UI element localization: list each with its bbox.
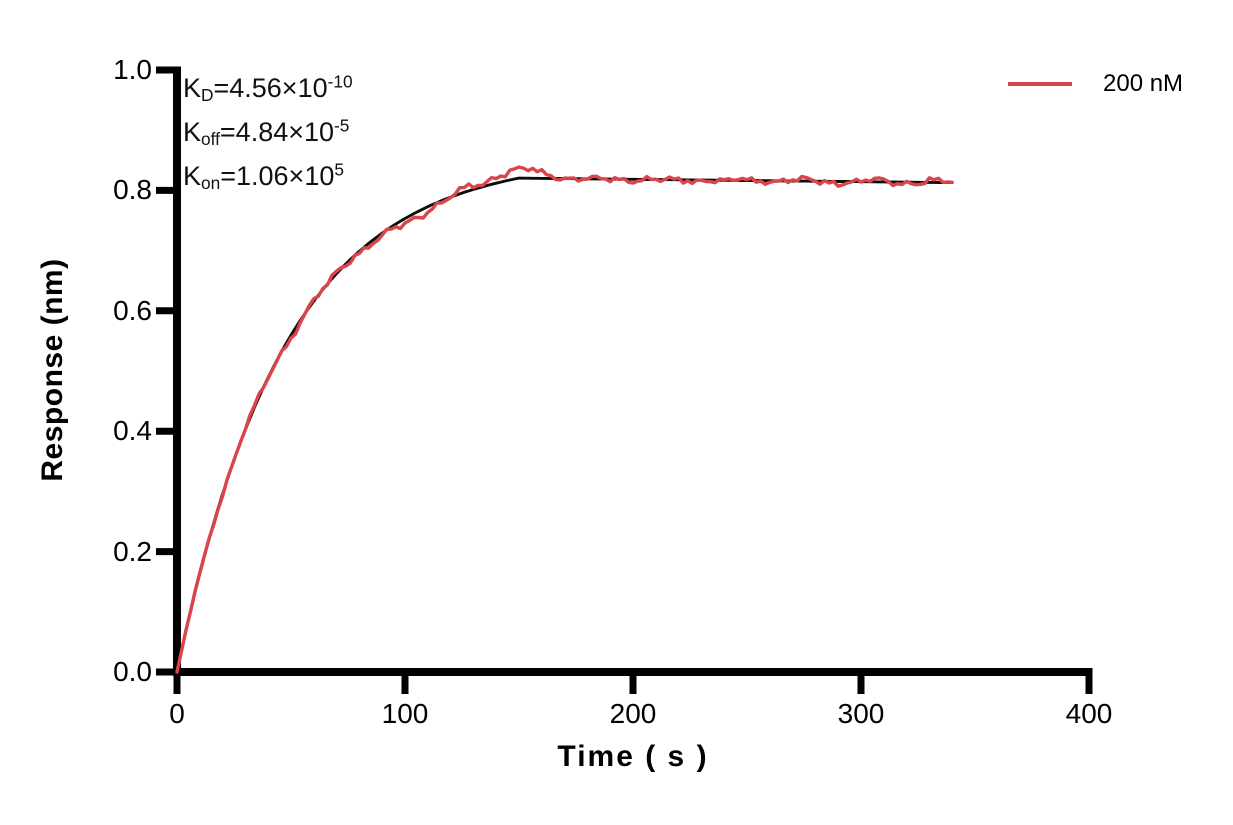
y-tick-label: 0.4 xyxy=(113,415,152,447)
kinetics-annotation-block: KD=4.56×10-10 Koff=4.84×10-5 Kon=1.06×10… xyxy=(183,66,353,198)
x-tick-label: 400 xyxy=(1065,698,1113,729)
kon-base: K xyxy=(183,161,202,191)
x-tick-label: 0 xyxy=(169,698,185,729)
y-tick-label: 0.2 xyxy=(113,535,152,567)
kon-subscript: on xyxy=(201,172,221,193)
y-tick-label: 0.8 xyxy=(113,174,152,206)
y-axis-title: Response (nm) xyxy=(36,258,69,482)
kon-exponent: 5 xyxy=(334,159,344,180)
kd-annotation: KD=4.56×10-10 xyxy=(183,66,353,110)
legend-label: 200 nM xyxy=(1103,70,1184,97)
kon-value: =1.06×10 xyxy=(220,161,335,191)
y-tick-label: 0.0 xyxy=(113,656,152,687)
koff-annotation: Koff=4.84×10-5 xyxy=(183,110,353,154)
legend: 200 nM xyxy=(1008,69,1183,99)
koff-exponent: -5 xyxy=(334,115,350,136)
y-tick-label: 0.6 xyxy=(113,294,152,326)
kon-annotation: Kon=1.06×105 xyxy=(183,154,353,198)
x-tick-label: 200 xyxy=(609,698,657,729)
x-tick-label: 300 xyxy=(837,698,885,729)
legend-line-swatch xyxy=(1008,82,1072,86)
koff-subscript: off xyxy=(201,128,220,149)
data-curve-200nM xyxy=(175,165,954,674)
kd-value: =4.56×10 xyxy=(213,73,328,103)
koff-base: K xyxy=(183,117,202,147)
fit-curve xyxy=(175,176,954,674)
x-tick-label: 100 xyxy=(381,698,429,729)
koff-value: =4.84×10 xyxy=(219,117,335,147)
kd-base: K xyxy=(183,73,202,103)
y-tick-label: 1.0 xyxy=(113,54,152,85)
x-axis-title: Time ( s ) xyxy=(557,740,709,773)
kd-subscript: D xyxy=(201,84,214,105)
kd-exponent: -10 xyxy=(327,71,353,92)
